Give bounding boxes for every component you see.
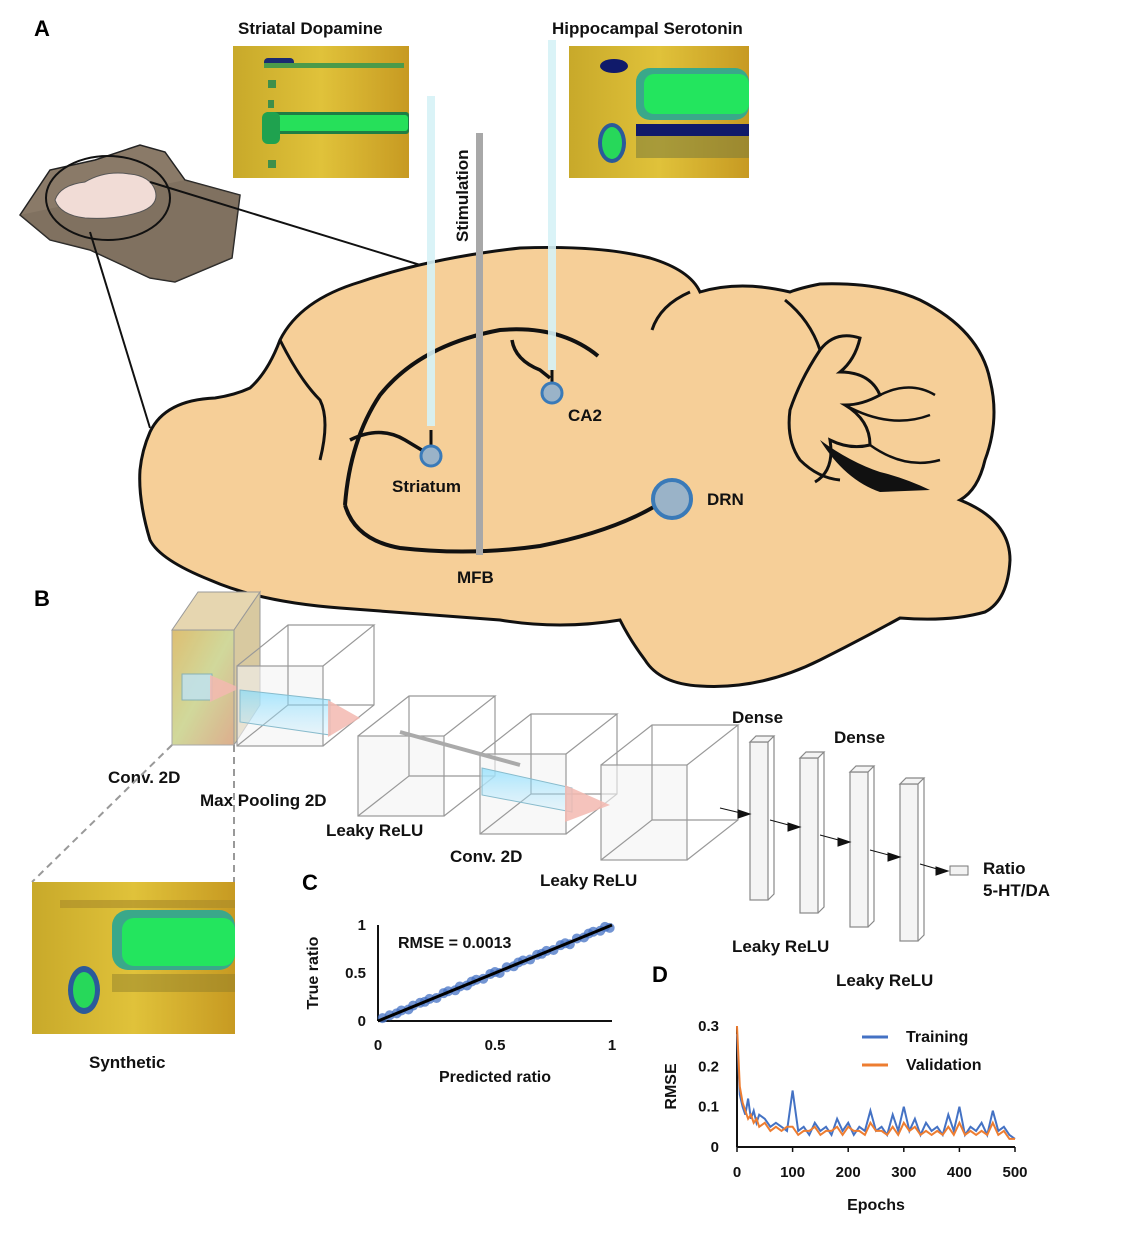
x-axis-title: Epochs: [847, 1197, 905, 1214]
kernel-3-cone: [565, 785, 610, 822]
legend-label: Validation: [906, 1057, 982, 1074]
x-tick-label: 0: [733, 1164, 741, 1181]
x-tick-label: 100: [780, 1164, 805, 1181]
kernel-1-cone: [328, 700, 360, 737]
panel-letter-c: C: [302, 870, 318, 895]
label-leaky-relu-3: Leaky ReLU: [732, 937, 829, 956]
region-label-mfb: MFB: [457, 568, 494, 587]
dopamine-heatmap: [233, 46, 409, 178]
panel-letter-a: A: [34, 16, 50, 41]
scatter-chart: 0 0.5 1 0 0.5 1 RMSE = 0.0013 Predicted ratio Tr…: [305, 917, 616, 1086]
y-tick-label: 0.3: [698, 1018, 719, 1035]
region-label-drn: DRN: [707, 490, 744, 509]
panel-letter-b: B: [34, 586, 50, 611]
series-line-validation: [736, 1025, 1015, 1140]
callout-line-left: [31, 744, 173, 883]
kernel-2: [399, 730, 521, 767]
y-axis-title: True ratio: [305, 936, 322, 1009]
y-tick-label: 0.1: [698, 1099, 719, 1116]
brain-3d-thumbnail: [19, 144, 241, 283]
x-axis-title: Predicted ratio: [439, 1069, 551, 1086]
panel-letter-d: D: [652, 962, 668, 987]
series-line-training: [736, 1034, 1016, 1140]
legend-label: Training: [906, 1029, 968, 1046]
x-tick-label: 500: [1002, 1164, 1027, 1181]
dense-bars: [748, 735, 926, 942]
striatum-site: [419, 444, 443, 468]
label-maxpool: Max Pooling 2D: [200, 791, 327, 810]
fiber-striatum: [427, 96, 435, 426]
y-tick-label: 0: [358, 1013, 366, 1030]
y-tick-label: 1: [358, 917, 366, 934]
label-dense-2: Dense: [834, 728, 885, 747]
label-conv2d-2: Conv. 2D: [450, 847, 522, 866]
y-tick-label: 0.2: [698, 1058, 719, 1075]
x-tick-label: 0: [374, 1037, 382, 1054]
y-tick-label: 0.5: [345, 965, 366, 982]
x-tick-label: 200: [836, 1164, 861, 1181]
label-output-ratio: Ratio: [983, 859, 1026, 878]
label-leaky-relu-4: Leaky ReLU: [836, 971, 933, 990]
serotonin-heatmap: [569, 46, 749, 178]
zoom-line-bottom: [89, 231, 151, 429]
sagittal-brain: [138, 245, 1012, 688]
label-synthetic: Synthetic: [89, 1053, 166, 1072]
region-label-striatum: Striatum: [392, 477, 461, 496]
inset-title-dopamine: Striatal Dopamine: [238, 19, 383, 38]
x-tick-label: 1: [608, 1037, 616, 1054]
flow-arrows: [719, 807, 950, 876]
stimulation-label: Stimulation: [453, 149, 472, 242]
zoom-line-top: [149, 181, 431, 269]
y-axis-title: RMSE: [663, 1063, 680, 1110]
inset-title-serotonin: Hippocampal Serotonin: [552, 19, 743, 38]
label-leaky-relu-1: Leaky ReLU: [326, 821, 423, 840]
drn-site: [651, 478, 693, 520]
rmse-line-chart: 0 100 200 300 400 500 0 0.1 0.2 0.3 Training Valida…: [663, 1018, 1028, 1214]
x-tick-label: 400: [947, 1164, 972, 1181]
label-leaky-relu-2: Leaky ReLU: [540, 871, 637, 890]
rmse-annotation: RMSE = 0.0013: [398, 935, 512, 952]
stimulation-electrode: [476, 133, 483, 555]
region-label-ca2: CA2: [568, 406, 602, 425]
x-tick-label: 0.5: [485, 1037, 506, 1054]
y-tick-label: 0: [711, 1139, 719, 1156]
output-node: [949, 865, 969, 876]
label-conv2d-1: Conv. 2D: [108, 768, 180, 787]
ca2-site: [540, 381, 564, 405]
label-output-5ht-da: 5-HT/DA: [983, 881, 1050, 900]
fiber-ca2: [548, 40, 556, 370]
x-tick-label: 300: [891, 1164, 916, 1181]
fit-line: [377, 923, 613, 1023]
synthetic-heatmap: [32, 882, 235, 1034]
label-dense-1: Dense: [732, 708, 783, 727]
